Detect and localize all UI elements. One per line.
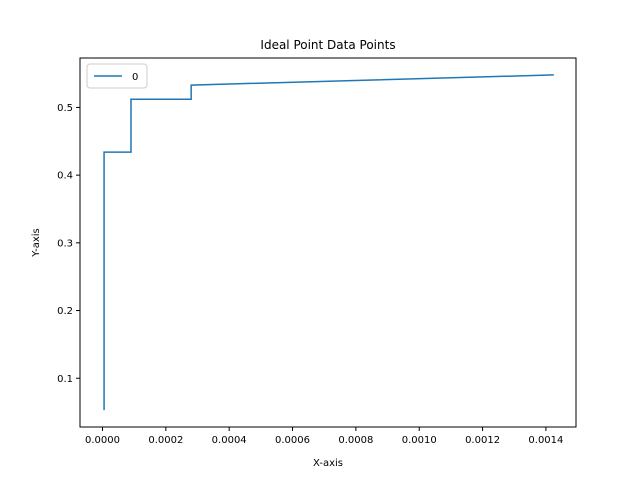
series-layer	[103, 74, 554, 411]
y-tick-label: 0.1	[57, 374, 73, 385]
series-line-0	[103, 74, 554, 411]
y-tick-label: 0.4	[57, 171, 73, 182]
x-tick-label: 0.0004	[212, 435, 247, 446]
y-tick-label: 0.5	[57, 103, 73, 114]
x-tick-label: 0.0000	[85, 435, 120, 446]
legend-label-series-0: 0	[132, 72, 138, 83]
y-tick-label: 0.3	[57, 238, 73, 249]
x-axis: 0.0000 0.0002 0.0004 0.0006 0.0008 0.0010 0.00…	[85, 427, 563, 446]
x-tick-label: 0.0008	[338, 435, 373, 446]
x-tick-label: 0.0010	[402, 435, 437, 446]
y-axis-label: Y-axis	[31, 228, 42, 258]
x-tick-label: 0.0014	[528, 435, 563, 446]
y-axis: 0.1 0.2 0.3 0.4 0.5	[57, 103, 80, 385]
x-tick-label: 0.0002	[148, 435, 183, 446]
x-axis-label: X-axis	[313, 458, 343, 469]
plot-area: 0.0000 0.0002 0.0004 0.0006 0.0008 0.0010 0.00…	[57, 57, 577, 446]
x-tick-label: 0.0006	[275, 435, 310, 446]
y-tick-label: 0.2	[57, 306, 73, 317]
legend: 0	[86, 63, 148, 89]
chart-title: Ideal Point Data Points	[260, 38, 395, 52]
x-tick-label: 0.0012	[465, 435, 500, 446]
